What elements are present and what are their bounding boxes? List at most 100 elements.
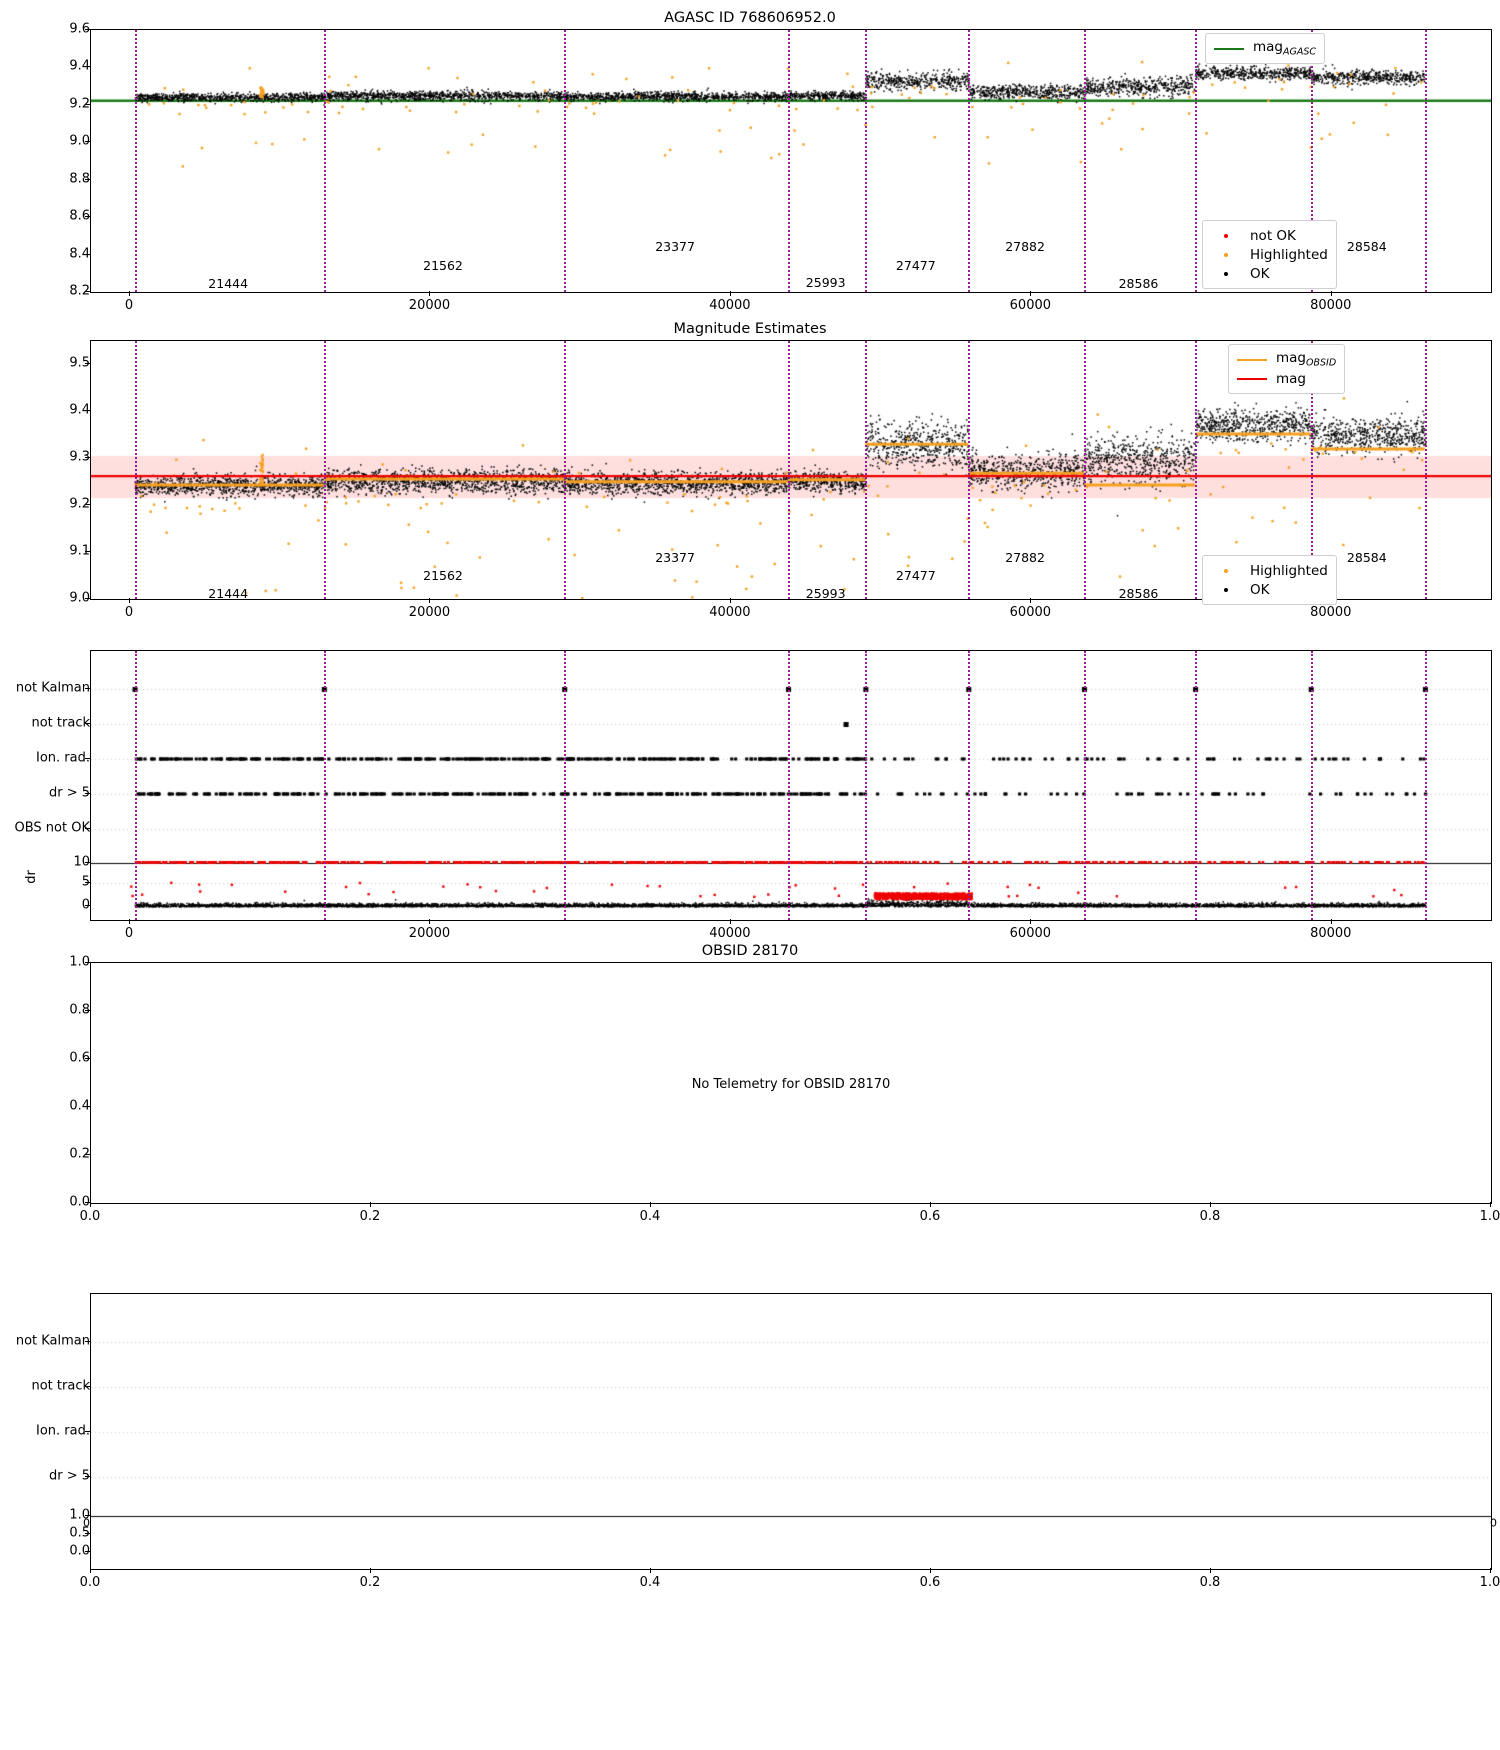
x-tick-mark	[729, 291, 731, 296]
dr-edge-tick-right: 0	[1490, 1516, 1497, 1530]
obsid-divider	[1310, 30, 1313, 292]
not-ok-dot-icon	[1211, 233, 1241, 238]
obsid-label: 25993	[805, 275, 846, 290]
x-tick-label: 1.0	[1479, 1575, 1500, 1590]
panel-flags-dr: not Kalman not track Ion. rad. dr > 5 OBS no…	[0, 645, 1500, 941]
y-tick-mark	[85, 862, 90, 863]
x-tick-mark	[1030, 919, 1032, 924]
legend-item-highlighted-2[interactable]: Highlighted	[1211, 561, 1328, 580]
y-tick-mark	[85, 758, 90, 759]
y-tick-mark	[85, 1010, 90, 1011]
x-tick-label: 0.6	[919, 1575, 941, 1590]
y-tick-label: 8.8	[69, 171, 90, 187]
x-tick-mark	[1210, 1568, 1211, 1573]
x-tick-mark	[1030, 291, 1032, 296]
legend-item-highlighted[interactable]: Highlighted	[1211, 245, 1328, 264]
obsid-label: 21444	[208, 276, 249, 291]
legend-item-ok[interactable]: OK	[1211, 264, 1328, 283]
y-tick-label: 9.0	[69, 133, 90, 149]
x-tick-mark	[930, 1202, 931, 1207]
legend-item-not-ok[interactable]: not OK	[1211, 226, 1328, 245]
x-tick-mark	[1210, 1202, 1211, 1207]
panel2-legend-top[interactable]: magOBSID mag	[1228, 344, 1346, 394]
y-tick-mark	[85, 1515, 90, 1516]
legend-item-mag-agasc[interactable]: magAGASC	[1214, 39, 1316, 58]
legend-label-ok: OK	[1250, 265, 1270, 282]
y-tick-label: dr > 5	[48, 1468, 90, 1484]
x-tick-mark	[90, 1568, 91, 1573]
x-tick-mark	[370, 1202, 371, 1207]
obsid-divider	[787, 341, 790, 599]
x-tick-label: 80000	[1310, 298, 1352, 313]
panel1-legend-bottom[interactable]: not OK Highlighted OK	[1202, 220, 1337, 289]
obsid-divider	[1195, 30, 1198, 292]
legend-item-ok-2[interactable]: OK	[1211, 580, 1328, 599]
obsid-label: 23377	[655, 550, 695, 565]
x-tick-label: 0.8	[1199, 1575, 1221, 1590]
obsid-divider	[1310, 651, 1313, 920]
y-tick-label: 9.5	[69, 355, 90, 371]
y-tick-mark	[85, 291, 90, 292]
y-tick-mark	[85, 216, 90, 218]
y-tick-mark	[85, 1431, 90, 1432]
y-tick-label: 0	[81, 897, 90, 913]
y-tick-mark	[85, 1341, 90, 1342]
mag-agasc-line-icon	[1214, 47, 1244, 50]
x-tick-mark	[429, 291, 431, 296]
y-tick-mark	[85, 1476, 90, 1477]
x-tick-label: 0.8	[1199, 1209, 1221, 1224]
y-tick-mark	[85, 723, 90, 724]
y-tick-label: 9.2	[69, 96, 90, 112]
panel3-axes	[90, 650, 1492, 921]
panel2-title: Magnitude Estimates	[673, 321, 827, 337]
obsid-divider	[1083, 651, 1086, 920]
y-tick-label: not Kalman	[15, 1333, 90, 1349]
obsid-divider	[1195, 651, 1198, 920]
obsid-divider	[323, 341, 326, 599]
y-tick-label: 0.8	[69, 1002, 90, 1018]
legend-label-highlighted-2: Highlighted	[1250, 562, 1328, 579]
ok-dot-icon	[1211, 587, 1241, 592]
y-tick-label: 9.0	[69, 590, 90, 606]
y-tick-label: 9.1	[69, 543, 90, 559]
obsid-divider	[865, 651, 868, 920]
x-tick-label: 0.6	[919, 1209, 941, 1224]
y-tick-label: 8.4	[69, 246, 90, 262]
x-tick-mark	[129, 598, 131, 603]
y-tick-label: 9.6	[69, 21, 90, 37]
x-tick-label: 0.4	[639, 1209, 661, 1224]
x-tick-label: 20000	[408, 605, 451, 620]
legend-label-ok-2: OK	[1250, 581, 1270, 598]
obsid-divider	[1424, 341, 1427, 599]
y-tick-label: 8.2	[69, 283, 90, 299]
legend-item-mag-obsid[interactable]: magOBSID	[1237, 350, 1336, 369]
x-tick-mark	[930, 1568, 931, 1573]
panel1-title: AGASC ID 768606952.0	[664, 10, 836, 26]
panel4-title: OBSID 28170	[701, 943, 799, 959]
legend-label-mag-obsid: magOBSID	[1276, 350, 1337, 369]
mag-obsid-line-icon	[1237, 358, 1267, 361]
highlighted-dot-icon	[1211, 252, 1241, 257]
highlighted-dot-icon	[1211, 568, 1241, 573]
x-tick-label: 60000	[1009, 926, 1052, 941]
obsid-divider	[323, 651, 326, 920]
panel-magnitude-estimates: Magnitude Estimates 9.5 9.4 9.3 9.2 9.1 9.0 0…	[0, 318, 1500, 620]
legend-item-mag[interactable]: mag	[1237, 369, 1336, 388]
x-tick-mark	[129, 919, 131, 924]
x-tick-mark	[129, 291, 131, 296]
panel-agasc-magnitude: AGASC ID 768606952.0 9.6 9.4 9.2 9.0 8.8 8.6 8…	[0, 0, 1500, 313]
y-tick-mark	[85, 905, 90, 906]
x-tick-mark	[370, 1568, 371, 1573]
x-tick-label: 0.2	[359, 1209, 381, 1224]
y-tick-mark	[85, 410, 90, 412]
panel1-legend-top[interactable]: magAGASC	[1205, 33, 1326, 64]
y-tick-label: 9.4	[69, 58, 90, 74]
obsid-label: 27882	[1005, 550, 1045, 565]
panel2-legend-bottom[interactable]: Highlighted OK	[1202, 555, 1337, 605]
y-tick-mark	[85, 1058, 90, 1059]
y-tick-mark	[85, 598, 90, 599]
y-tick-mark	[85, 103, 90, 105]
obsid-label: 28586	[1118, 276, 1159, 291]
obsid-divider	[564, 30, 567, 292]
y-tick-mark	[85, 828, 90, 829]
